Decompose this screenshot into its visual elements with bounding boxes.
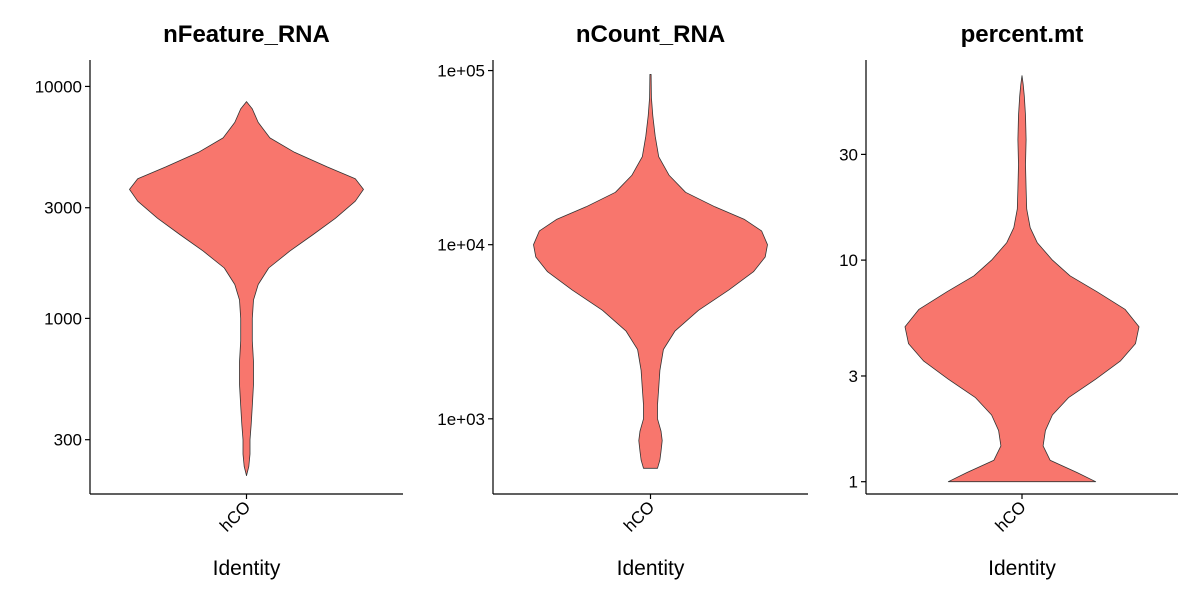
y-tick-label: 1: [849, 473, 858, 492]
y-tick-label: 1e+03: [437, 410, 485, 429]
y-tick-label: 10000: [35, 77, 82, 96]
violin-hCO: [129, 101, 364, 476]
x-axis-title: Identity: [988, 557, 1056, 580]
y-tick-label: 1e+04: [437, 236, 485, 255]
violin-hCO: [904, 75, 1140, 483]
violin-hCO: [533, 74, 768, 469]
chart-title: percent.mt: [961, 21, 1084, 48]
y-tick-label: 3: [849, 367, 858, 386]
x-tick-label: hCO: [216, 497, 254, 535]
chart-title: nFeature_RNA: [163, 21, 330, 48]
y-tick-label: 30: [839, 145, 858, 164]
x-axis-title: Identity: [213, 557, 281, 580]
x-tick-label: hCO: [992, 497, 1030, 535]
y-tick-label: 3000: [44, 199, 82, 218]
y-tick-label: 1000: [44, 309, 82, 328]
y-tick-label: 10: [839, 251, 858, 270]
x-tick-label: hCO: [620, 497, 658, 535]
y-tick-label: 300: [54, 431, 82, 450]
x-axis-title: Identity: [617, 557, 685, 580]
y-tick-label: 1e+05: [437, 62, 485, 81]
chart-title: nCount_RNA: [576, 21, 725, 48]
